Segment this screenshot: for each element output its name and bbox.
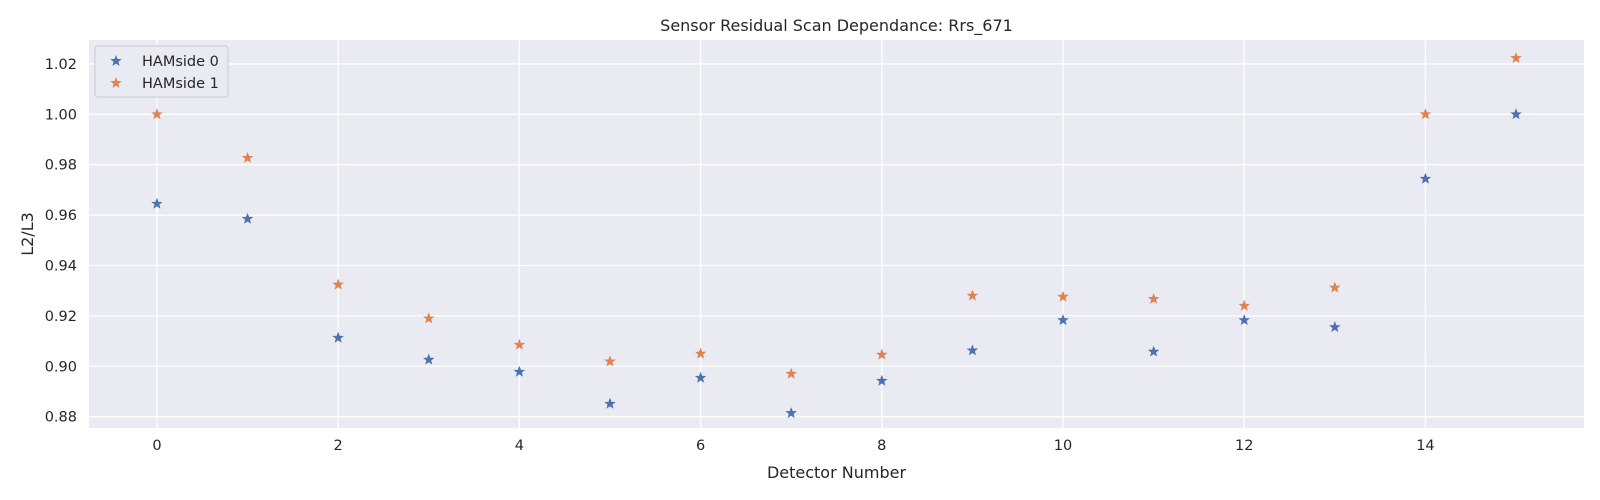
data-points	[151, 52, 1522, 419]
data-point	[966, 344, 979, 356]
data-point	[423, 353, 435, 365]
series-1	[151, 52, 1522, 379]
grid	[89, 40, 1584, 428]
y-tick-label: 0.88	[45, 410, 77, 426]
x-tick-label: 2	[334, 438, 343, 454]
x-axis-label: Detector Number	[767, 463, 907, 482]
data-point	[1238, 314, 1250, 326]
data-point	[1510, 108, 1522, 120]
y-tick-label: 1.02	[45, 57, 77, 73]
data-point	[604, 355, 616, 367]
y-tick-label: 1.00	[45, 107, 77, 123]
series-0	[151, 108, 1522, 419]
data-point	[1329, 321, 1341, 333]
legend-label: HAMside 0	[142, 54, 219, 70]
data-point	[1419, 108, 1432, 120]
data-point	[785, 367, 797, 379]
data-point	[694, 371, 707, 383]
legend-items: HAMside 0 HAMside 1	[110, 54, 219, 92]
x-tick-label: 6	[696, 438, 705, 454]
legend: HAMside 0 HAMside 1	[94, 45, 229, 98]
data-point	[1057, 290, 1069, 302]
data-point	[694, 347, 707, 359]
legend-box	[94, 45, 229, 98]
data-point	[332, 278, 344, 290]
y-tick-label: 0.94	[45, 258, 77, 274]
chart-title: Sensor Residual Scan Dependance: Rrs_671	[660, 16, 1013, 36]
plot-area	[89, 40, 1584, 428]
y-tick-label: 0.90	[45, 359, 77, 375]
data-point	[513, 365, 526, 377]
data-point	[1329, 281, 1341, 293]
y-tick-label: 0.98	[45, 158, 77, 174]
legend-label: HAMside 1	[142, 76, 219, 92]
x-axis-ticks: 0 2 4 6 8 10 12 14	[152, 438, 1434, 454]
data-point	[1057, 314, 1069, 326]
data-point	[876, 348, 888, 360]
data-point	[241, 212, 254, 224]
data-point	[513, 338, 526, 350]
data-point	[876, 374, 888, 386]
x-tick-label: 0	[152, 438, 161, 454]
legend-marker	[110, 54, 122, 66]
data-point	[1238, 299, 1250, 311]
data-point	[1510, 52, 1522, 64]
data-point	[1419, 172, 1432, 184]
data-point	[151, 197, 163, 209]
legend-marker	[110, 76, 122, 88]
x-tick-label: 12	[1235, 438, 1253, 454]
y-tick-label: 0.96	[45, 208, 77, 224]
x-tick-label: 14	[1416, 438, 1434, 454]
data-point	[332, 331, 344, 343]
y-tick-label: 0.92	[45, 309, 77, 325]
data-point	[1147, 345, 1160, 357]
data-point	[1147, 292, 1160, 304]
data-point	[151, 108, 163, 120]
data-point	[241, 151, 254, 163]
x-tick-label: 8	[877, 438, 886, 454]
y-axis-label: L2/L3	[18, 212, 37, 256]
data-point	[604, 397, 616, 409]
x-tick-label: 10	[1054, 438, 1072, 454]
data-point	[966, 289, 979, 301]
x-tick-label: 4	[515, 438, 524, 454]
data-point	[785, 407, 797, 419]
y-axis-ticks: 0.88 0.90 0.92 0.94 0.96 0.98 1.00 1.02	[45, 57, 77, 426]
data-point	[423, 312, 435, 324]
